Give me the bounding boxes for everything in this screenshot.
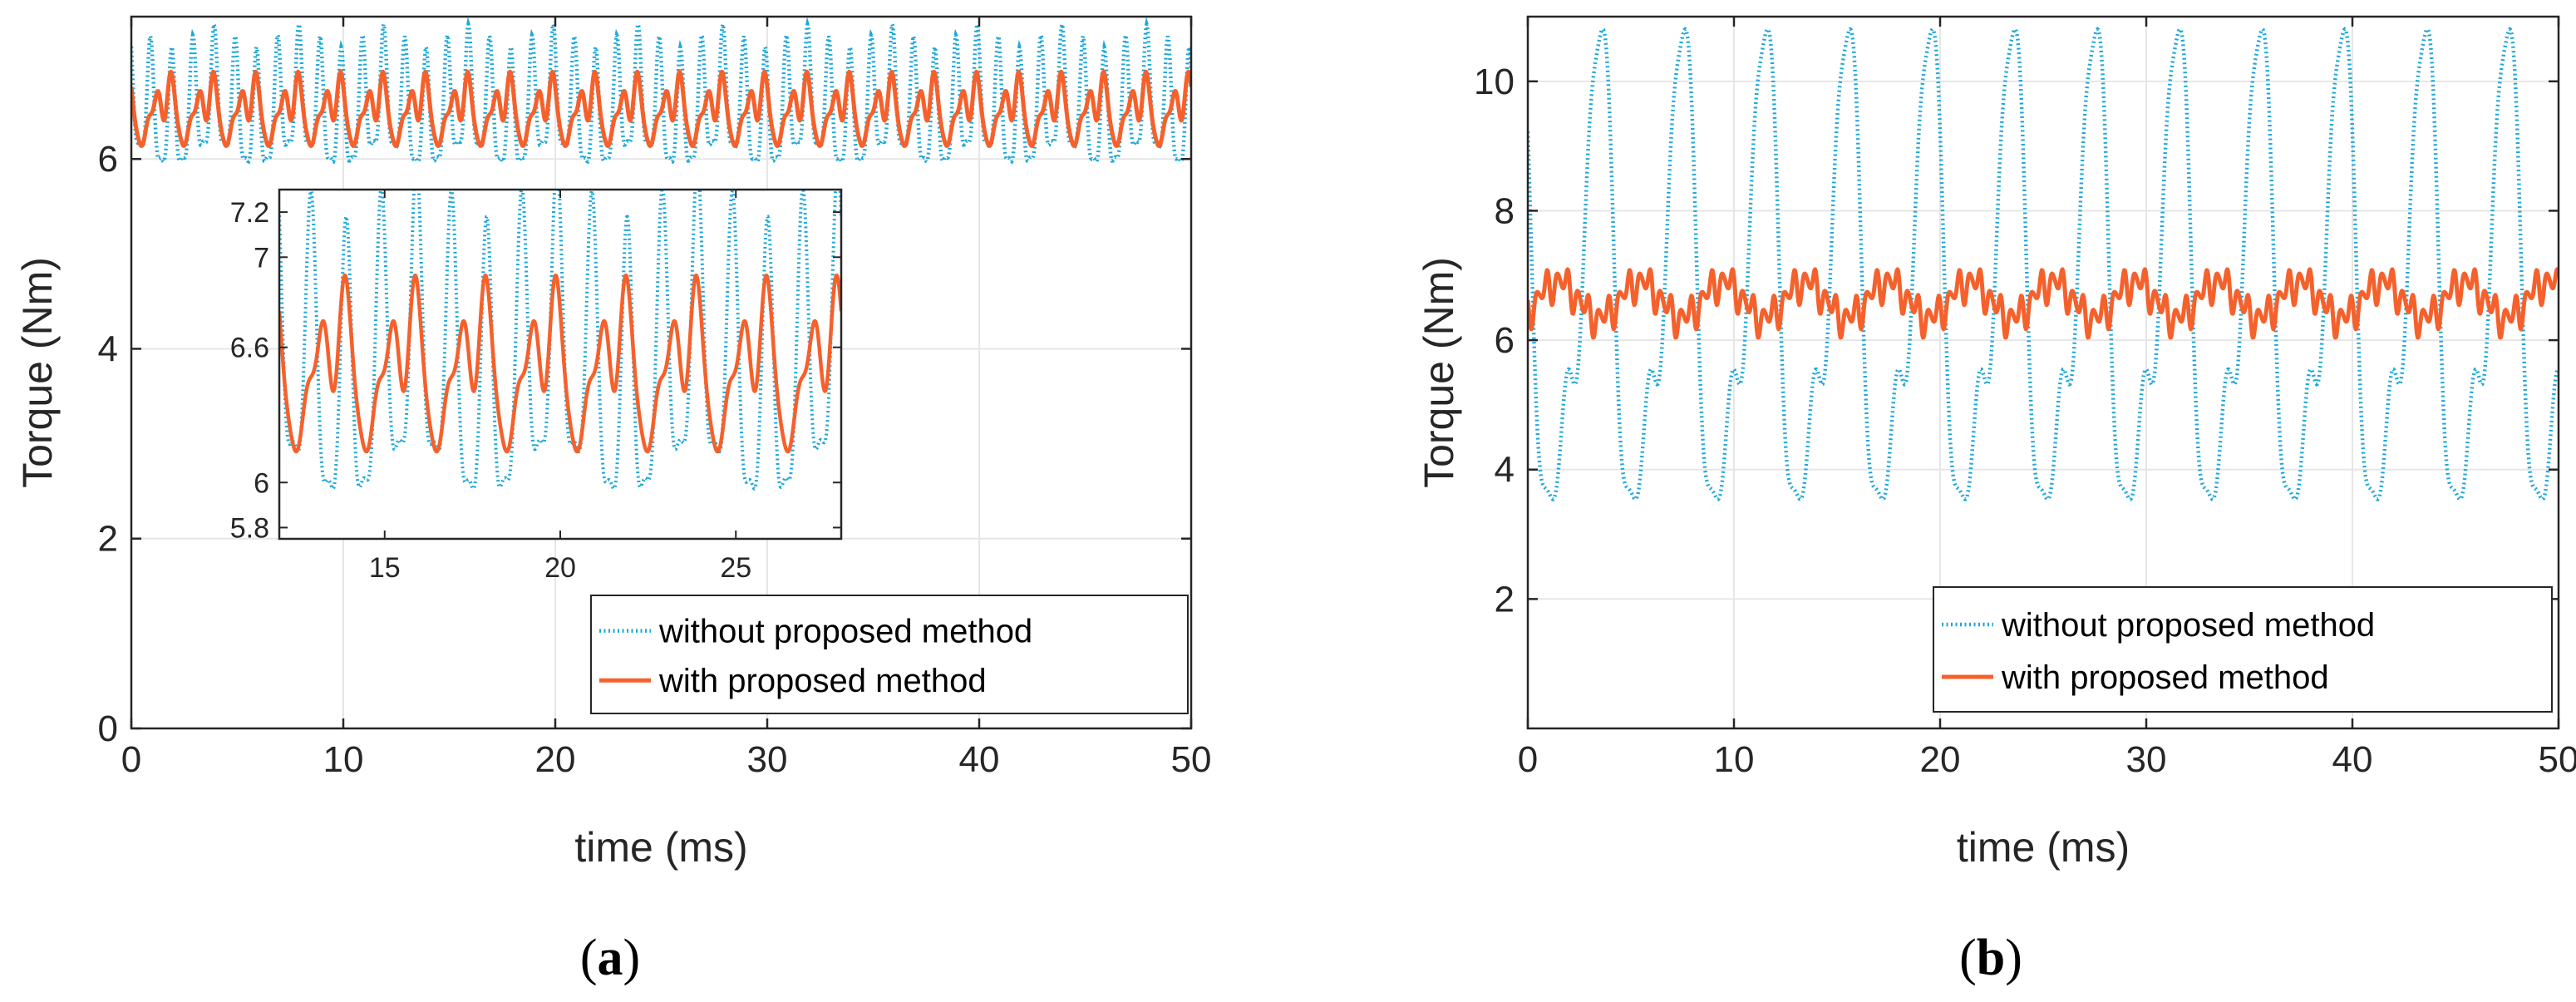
chart-a-series-line-1 [131,69,1191,148]
chart-a-x-tick-label-3: 30 [747,739,788,780]
chart-b: 0 10 20 30 40 50 2 4 6 8 10 time (ms) Torque (Nm) wit… [1416,15,2576,871]
chart-b-y-tick-label-4: 10 [1474,62,1515,102]
chart-b-legend: without proposed method with proposed met… [1933,586,2553,713]
chart-a-inset-x-tick-label-0: 15 [369,552,401,584]
chart-b-legend-label-0: without proposed method [2001,607,2375,644]
chart-a-axes-box [130,15,1193,730]
chart-a-x-tick-label-5: 50 [1171,739,1212,780]
chart-a-x-tick-label-1: 10 [323,739,364,780]
chart-a-legend-label-1: with proposed method [658,663,987,699]
chart-a-inset-y-tick-label-2: 6.6 [230,333,269,364]
chart-a-inset-x-tick-label-1: 20 [544,552,576,584]
panel-label-a: (a) [580,930,640,986]
chart-a-inset-x-tick-label-2: 25 [720,552,751,584]
chart-b-axes-box [1526,15,2560,730]
chart-a-y-tick-label-3: 6 [98,139,118,180]
chart-a-legend-box [590,595,1189,714]
chart-a-inset-series-line-1 [279,273,841,454]
chart-b-x-tick-label-1: 10 [1714,739,1755,780]
chart-a-inset-y-tick-label-1: 6 [254,467,269,499]
chart-b-y-tick-label-2: 6 [1495,320,1515,361]
chart-a-y-tick-label-2: 4 [98,328,118,369]
chart-a-x-tick-label-4: 40 [959,739,1000,780]
chart-a-inset-plot-area [279,190,841,539]
chart-b-legend-label-1: with proposed method [2001,659,2329,696]
chart-b-series-line-0 [1528,27,2559,501]
chart-a-y-tick-label-0: 0 [98,708,118,749]
chart-b-x-tick-label-4: 40 [2332,739,2373,780]
chart-a-legend: without proposed method with proposed met… [590,595,1189,714]
chart-b-y-axis-label: Torque (Nm) [1416,257,1462,488]
chart-b-series-line-1 [1528,267,2559,340]
chart-b-x-tick-label-0: 0 [1518,739,1538,780]
chart-a-inset-y-tick-label-3: 7 [254,242,269,274]
chart-a-inset-y-tick-label-4: 7.2 [230,197,269,229]
chart-a-inset-y-tick-label-0: 5.8 [230,512,269,544]
chart-b-x-axis-label: time (ms) [1957,824,2130,871]
chart-a-x-tick-label-2: 20 [535,739,576,780]
chart-a-y-tick-label-1: 2 [98,519,118,560]
chart-a-legend-label-0: without proposed method [658,614,1032,650]
chart-b-legend-box [1933,586,2553,713]
chart-b-y-tick-label-0: 2 [1495,579,1515,619]
chart-b-y-tick-label-3: 8 [1495,190,1515,231]
chart-a: 0 10 20 30 40 50 0 2 4 6 time (ms) Torque (Nm) 15 20 2… [14,15,1212,871]
chart-a-x-axis-label: time (ms) [574,824,747,871]
chart-a-x-tick-label-0: 0 [121,739,141,780]
chart-b-x-tick-label-2: 20 [1920,739,1961,780]
panel-label-b: (b) [1959,930,2022,986]
chart-b-x-tick-label-3: 30 [2126,739,2167,780]
chart-b-x-tick-label-5: 50 [2539,739,2576,780]
chart-b-y-tick-label-1: 4 [1495,450,1515,491]
chart-a-y-axis-label: Torque (Nm) [14,257,61,488]
chart-a-inset: 15 20 25 5.8 6 6.6 7 7.2 [230,188,843,584]
